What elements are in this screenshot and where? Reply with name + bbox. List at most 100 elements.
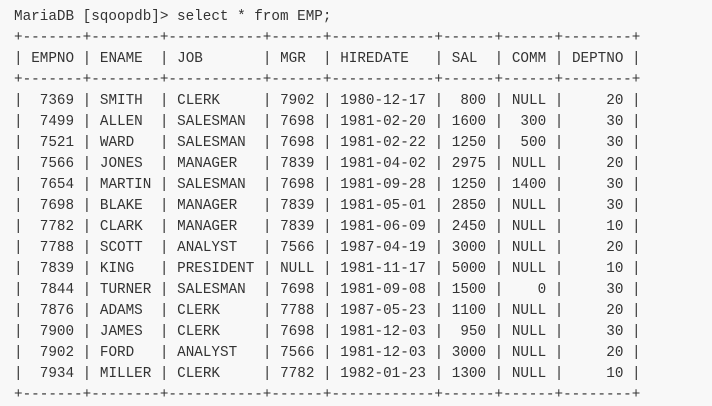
table-cell: 2850 <box>451 198 487 214</box>
table-cell: 800 <box>460 93 487 109</box>
result-table: +-------+--------+-----------+------+---… <box>14 30 641 403</box>
table-cell: 500 <box>520 135 547 151</box>
table-cell: 20 <box>606 303 624 319</box>
table-cell: 1981-05-01 <box>340 198 426 214</box>
table-cell: ADAMS <box>99 303 143 319</box>
table-cell: ALLEN <box>99 114 143 130</box>
table-cell: 30 <box>606 282 624 298</box>
table-cell: 3000 <box>451 240 487 256</box>
table-cell: 5000 <box>451 261 487 277</box>
table-row: | 7782 | CLARK | MANAGER | 7839 | 1981-0… <box>14 219 641 235</box>
table-cell: 7839 <box>280 198 315 214</box>
table-cell: 7499 <box>39 114 75 130</box>
table-row: | 7566 | JONES | MANAGER | 7839 | 1981-0… <box>14 156 641 172</box>
table-cell: 0 <box>537 282 547 298</box>
table-cell: 1981-09-08 <box>340 282 426 298</box>
table-cell: 1981-12-03 <box>340 345 426 361</box>
table-cell: ANALYST <box>177 240 238 256</box>
table-row: | 7521 | WARD | SALESMAN | 7698 | 1981-0… <box>14 135 641 151</box>
table-cell: 7844 <box>39 282 75 298</box>
table-cell: 7839 <box>39 261 75 277</box>
table-cell: 30 <box>606 177 624 193</box>
table-cell: CLERK <box>177 93 221 109</box>
table-cell: 30 <box>606 324 624 340</box>
table-cell: 7698 <box>39 198 75 214</box>
table-cell: 10 <box>606 366 624 382</box>
table-cell: JONES <box>99 156 143 172</box>
table-cell: 1987-04-19 <box>340 240 426 256</box>
table-row: | 7839 | KING | PRESIDENT | NULL | 1981-… <box>14 261 641 277</box>
table-cell: 7782 <box>280 366 315 382</box>
table-cell: 1981-02-22 <box>340 135 426 151</box>
table-cell: 7839 <box>280 219 315 235</box>
table-cell: MARTIN <box>99 177 152 193</box>
table-cell: SCOTT <box>99 240 143 256</box>
table-cell: 7876 <box>39 303 75 319</box>
table-cell: 1600 <box>451 114 487 130</box>
table-cell: 1982-01-23 <box>340 366 426 382</box>
table-cell: NULL <box>511 261 547 277</box>
table-cell: 7566 <box>280 240 315 256</box>
table-cell: SALESMAN <box>177 135 246 151</box>
table-cell: NULL <box>511 93 547 109</box>
table-cell: 3000 <box>451 345 487 361</box>
table-cell: WARD <box>99 135 135 151</box>
table-cell: CLERK <box>177 366 221 382</box>
table-cell: 10 <box>606 219 624 235</box>
table-cell: 300 <box>520 114 547 130</box>
table-cell: JAMES <box>99 324 143 340</box>
table-row: | 7499 | ALLEN | SALESMAN | 7698 | 1981-… <box>14 114 641 130</box>
table-row: | 7369 | SMITH | CLERK | 7902 | 1980-12-… <box>14 93 641 109</box>
table-cell: 20 <box>606 240 624 256</box>
table-cell: 7654 <box>39 177 75 193</box>
table-cell: 7900 <box>39 324 75 340</box>
table-cell: 1981-09-28 <box>340 177 426 193</box>
table-row: | 7844 | TURNER | SALESMAN | 7698 | 1981… <box>14 282 641 298</box>
column-header: SAL <box>451 51 478 67</box>
table-cell: 10 <box>606 261 624 277</box>
column-header: COMM <box>511 51 547 67</box>
column-header: MGR <box>280 51 306 67</box>
table-cell: 2975 <box>451 156 487 172</box>
table-cell: 7934 <box>39 366 75 382</box>
table-cell: 7521 <box>39 135 75 151</box>
table-cell: 1300 <box>451 366 487 382</box>
table-cell: 20 <box>606 345 624 361</box>
table-cell: CLARK <box>99 219 143 235</box>
column-header: EMPNO <box>31 51 75 67</box>
table-cell: 1500 <box>451 282 487 298</box>
table-border: +-------+--------+-----------+------+---… <box>14 72 641 88</box>
table-cell: NULL <box>511 219 547 235</box>
table-cell: 7698 <box>280 324 315 340</box>
table-cell: 1400 <box>511 177 547 193</box>
table-cell: NULL <box>511 345 547 361</box>
table-row: | 7900 | JAMES | CLERK | 7698 | 1981-12-… <box>14 324 641 340</box>
table-cell: 7698 <box>280 114 315 130</box>
table-cell: 20 <box>606 156 624 172</box>
table-cell: NULL <box>280 261 315 277</box>
table-cell: 1250 <box>451 135 487 151</box>
table-cell: 7782 <box>39 219 75 235</box>
table-cell: 30 <box>606 114 624 130</box>
table-cell: 7788 <box>280 303 315 319</box>
table-cell: CLERK <box>177 303 221 319</box>
table-cell: SMITH <box>99 93 143 109</box>
table-cell: 7369 <box>39 93 75 109</box>
table-border: +-------+--------+-----------+------+---… <box>14 30 641 46</box>
table-cell: NULL <box>511 366 547 382</box>
table-cell: 7566 <box>39 156 75 172</box>
table-cell: 1981-11-17 <box>340 261 426 277</box>
table-cell: 2450 <box>451 219 487 235</box>
table-cell: 1100 <box>451 303 487 319</box>
table-cell: MANAGER <box>177 219 238 235</box>
table-cell: SALESMAN <box>177 114 246 130</box>
table-cell: 30 <box>606 135 624 151</box>
table-cell: 1981-12-03 <box>340 324 426 340</box>
table-cell: SALESMAN <box>177 177 246 193</box>
sql-command: select * from EMP; <box>177 9 332 25</box>
table-cell: 1987-05-23 <box>340 303 426 319</box>
column-header: HIREDATE <box>340 51 409 67</box>
table-cell: 1981-02-20 <box>340 114 426 130</box>
table-cell: MANAGER <box>177 198 238 214</box>
